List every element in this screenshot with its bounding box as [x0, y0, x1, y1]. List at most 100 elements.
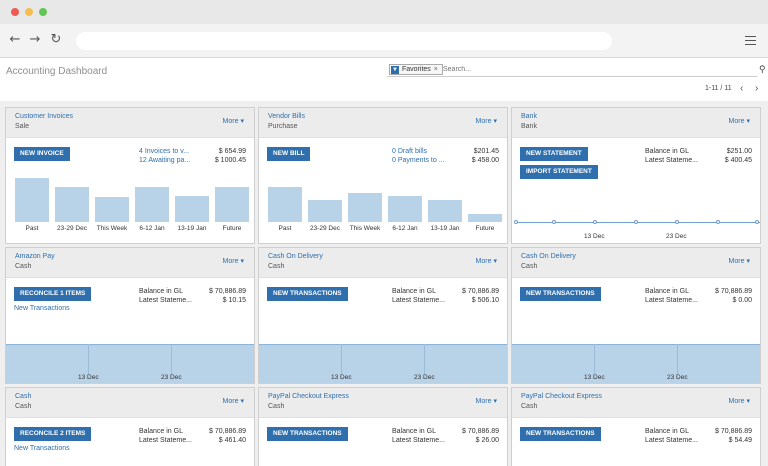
chart-bar[interactable]: [215, 187, 249, 222]
data-point: [593, 220, 597, 224]
balance-label: Balance in GL: [645, 288, 689, 295]
x-tick-label: Future: [475, 225, 495, 232]
more-dropdown[interactable]: More: [223, 257, 244, 265]
balance-label: Balance in GL: [645, 148, 689, 155]
card-title[interactable]: Cash: [15, 393, 32, 400]
card-header: Cash On Delivery Cash More: [259, 248, 507, 278]
area-chart: [512, 344, 760, 383]
journal-card-amazon-pay: Amazon Pay Cash More RECONCILE 1 ITEMS N…: [5, 247, 255, 384]
new-statement-button[interactable]: NEW STATEMENT: [520, 147, 588, 161]
card-title[interactable]: Vendor Bills: [268, 113, 305, 120]
amount-value: $ 458.00: [471, 157, 499, 164]
amount-value: $251.00: [726, 148, 752, 155]
balance-label: Balance in GL: [645, 428, 689, 435]
chart-bar[interactable]: [388, 196, 422, 222]
card-title[interactable]: Cash On Delivery: [268, 253, 323, 260]
x-tick-label: 23-29 Dec: [310, 225, 340, 232]
arrow-left-icon[interactable]: ←: [9, 32, 21, 47]
more-dropdown[interactable]: More: [729, 257, 750, 265]
arrow-right-icon[interactable]: →: [29, 32, 41, 47]
chart-bar[interactable]: [468, 214, 502, 222]
x-tick-label: 23 Dec: [414, 374, 435, 381]
more-dropdown[interactable]: More: [476, 397, 497, 405]
amount-value: $ 26.00: [475, 437, 499, 444]
grid-line: [677, 344, 678, 374]
chart-bar[interactable]: [428, 200, 462, 222]
reconcile-items-button[interactable]: RECONCILE 2 ITEMS: [14, 427, 92, 441]
chart-bar[interactable]: [55, 187, 89, 222]
new-transactions-button[interactable]: NEW TRANSACTIONS: [267, 427, 348, 441]
payments-to-do-link[interactable]: 0 Payments to ...: [392, 157, 445, 164]
balance-line: [516, 222, 760, 223]
close-icon[interactable]: ×: [433, 66, 438, 73]
chart-bar[interactable]: [268, 187, 302, 222]
amount-value: $ 654.99: [218, 148, 246, 155]
more-dropdown[interactable]: More: [729, 397, 750, 405]
hamburger-icon[interactable]: [745, 36, 756, 45]
area-chart: [259, 344, 507, 383]
more-dropdown[interactable]: More: [223, 397, 244, 405]
search-input[interactable]: [443, 63, 743, 76]
card-header: Vendor Bills Purchase More: [259, 108, 507, 138]
amount-value: $201.45: [473, 148, 499, 155]
card-subtitle: Purchase: [268, 123, 298, 130]
favorites-filter-tag[interactable]: ▼ Favorites ×: [389, 64, 443, 75]
chart-bar[interactable]: [135, 187, 169, 222]
new-transactions-button[interactable]: NEW TRANSACTIONS: [520, 427, 601, 441]
x-tick-label: 13 Dec: [331, 374, 352, 381]
card-title[interactable]: PayPal Checkout Express: [521, 393, 602, 400]
pager-value[interactable]: 1-11 / 11: [705, 85, 732, 92]
x-tick-label: Past: [25, 225, 39, 232]
balance-label: Balance in GL: [392, 428, 436, 435]
awaiting-payment-link[interactable]: 12 Awaiting pa...: [139, 157, 191, 164]
reconcile-items-button[interactable]: RECONCILE 1 ITEMS: [14, 287, 92, 301]
x-tick-label: 23-29 Dec: [57, 225, 87, 232]
amount-value: $ 54.49: [728, 437, 752, 444]
amount-value: $ 70,886.89: [462, 288, 499, 295]
minimize-window-icon[interactable]: [25, 8, 33, 16]
more-dropdown[interactable]: More: [223, 117, 244, 125]
chart-bar[interactable]: [308, 200, 342, 222]
x-tick-label: 23 Dec: [161, 374, 182, 381]
more-dropdown[interactable]: More: [729, 117, 750, 125]
amount-value: $ 461.40: [218, 437, 246, 444]
new-transactions-link[interactable]: New Transactions: [14, 305, 70, 312]
import-statement-button[interactable]: IMPORT STATEMENT: [520, 165, 598, 179]
x-tick-label: 13 Dec: [584, 374, 605, 381]
card-title[interactable]: Amazon Pay: [15, 253, 55, 260]
chevron-left-icon[interactable]: ‹: [740, 83, 744, 94]
journal-card-paypal-checkout-express: PayPal Checkout Express Cash More NEW TR…: [258, 387, 508, 466]
data-point: [755, 220, 759, 224]
more-dropdown[interactable]: More: [476, 117, 497, 125]
invoices-to-validate-link[interactable]: 4 Invoices to v...: [139, 148, 190, 155]
new-transactions-button[interactable]: NEW TRANSACTIONS: [267, 287, 348, 301]
x-tick-label: 6-12 Jan: [392, 225, 418, 232]
draft-bills-link[interactable]: 0 Draft bills: [392, 148, 428, 155]
new-transactions-button[interactable]: NEW TRANSACTIONS: [520, 287, 601, 301]
card-title[interactable]: Bank: [521, 113, 537, 120]
reload-icon[interactable]: ↻: [50, 32, 62, 47]
more-dropdown[interactable]: More: [476, 257, 497, 265]
close-window-icon[interactable]: [11, 8, 19, 16]
card-title[interactable]: Cash On Delivery: [521, 253, 576, 260]
card-title[interactable]: PayPal Checkout Express: [268, 393, 349, 400]
chart-bar[interactable]: [348, 193, 382, 222]
new-bill-button[interactable]: NEW BILL: [267, 147, 311, 161]
chart-bar[interactable]: [95, 197, 129, 222]
card-subtitle: Sale: [15, 123, 30, 130]
chart-bar[interactable]: [15, 178, 49, 222]
data-point: [514, 220, 518, 224]
new-transactions-link[interactable]: New Transactions: [14, 445, 70, 452]
new-invoice-button[interactable]: NEW INVOICE: [14, 147, 70, 161]
chart-bar[interactable]: [175, 196, 209, 222]
latest-statement-label: Latest Stateme...: [645, 437, 698, 444]
browser-toolbar: ← → ↻: [0, 24, 768, 58]
card-title[interactable]: Customer Invoices: [15, 113, 73, 120]
search-icon[interactable]: ⚲: [759, 64, 766, 74]
x-tick-label: 13-19 Jan: [430, 225, 460, 232]
journal-card-cash-on-delivery-2: Cash On Delivery Cash More NEW TRANSACTI…: [511, 247, 761, 384]
balance-label: Balance in GL: [392, 288, 436, 295]
maximize-window-icon[interactable]: [39, 8, 47, 16]
address-bar[interactable]: [76, 32, 612, 50]
chevron-right-icon[interactable]: ›: [755, 83, 759, 94]
